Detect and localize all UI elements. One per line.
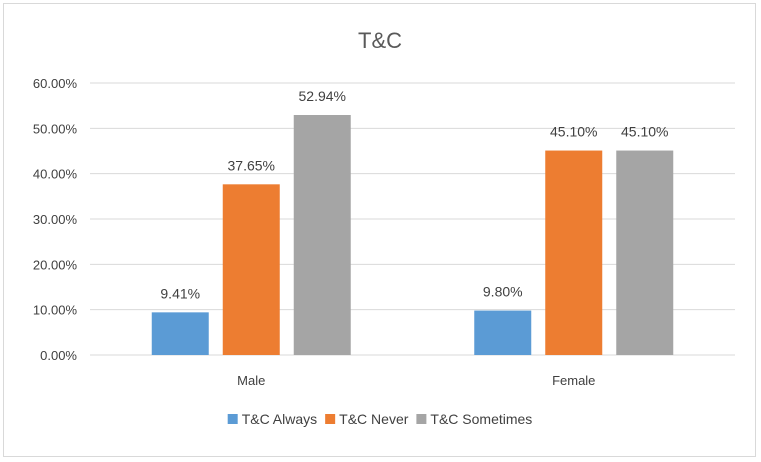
legend-item: T&C Sometimes — [416, 411, 532, 427]
bar — [616, 150, 674, 355]
x-category-label: Male — [237, 373, 265, 388]
bar — [545, 150, 603, 355]
data-label: 9.80% — [483, 284, 523, 300]
data-label: 9.41% — [160, 285, 200, 301]
legend-item: T&C Always — [227, 411, 317, 427]
legend-swatch — [227, 414, 238, 424]
bar — [222, 184, 280, 355]
y-tick-label: 50.00% — [33, 121, 78, 136]
y-tick-label: 0.00% — [40, 348, 77, 363]
y-tick-label: 30.00% — [33, 212, 78, 227]
x-axis-categories: Male Female — [237, 373, 595, 388]
legend-item: T&C Never — [325, 411, 409, 427]
y-axis-ticks: 0.00% 10.00% 20.00% 30.00% 40.00% 50.00% 60.00… — [33, 76, 78, 363]
y-tick-label: 40.00% — [33, 167, 78, 182]
legend-swatch — [416, 414, 427, 424]
legend-label: T&C Always — [242, 411, 317, 427]
data-label: 45.10% — [621, 124, 668, 140]
x-category-label: Female — [552, 373, 595, 388]
bar — [293, 115, 351, 355]
legend-swatch — [325, 414, 336, 424]
legend-label: T&C Never — [339, 411, 409, 427]
bar — [474, 310, 532, 355]
data-label: 45.10% — [550, 124, 597, 140]
data-label: 37.65% — [228, 157, 275, 173]
data-labels: 9.41% 37.65% 52.94% 9.80% 45.10% 45.10% — [160, 88, 668, 301]
bars — [151, 115, 674, 355]
y-tick-label: 10.00% — [33, 303, 78, 318]
y-tick-label: 20.00% — [33, 257, 78, 272]
legend-label: T&C Sometimes — [430, 411, 532, 427]
y-tick-label: 60.00% — [33, 76, 78, 91]
bar — [151, 312, 209, 355]
chart-title: T&C — [358, 28, 402, 53]
data-label: 52.94% — [299, 88, 346, 104]
legend: T&C Always T&C Never T&C Sometimes — [227, 411, 532, 427]
